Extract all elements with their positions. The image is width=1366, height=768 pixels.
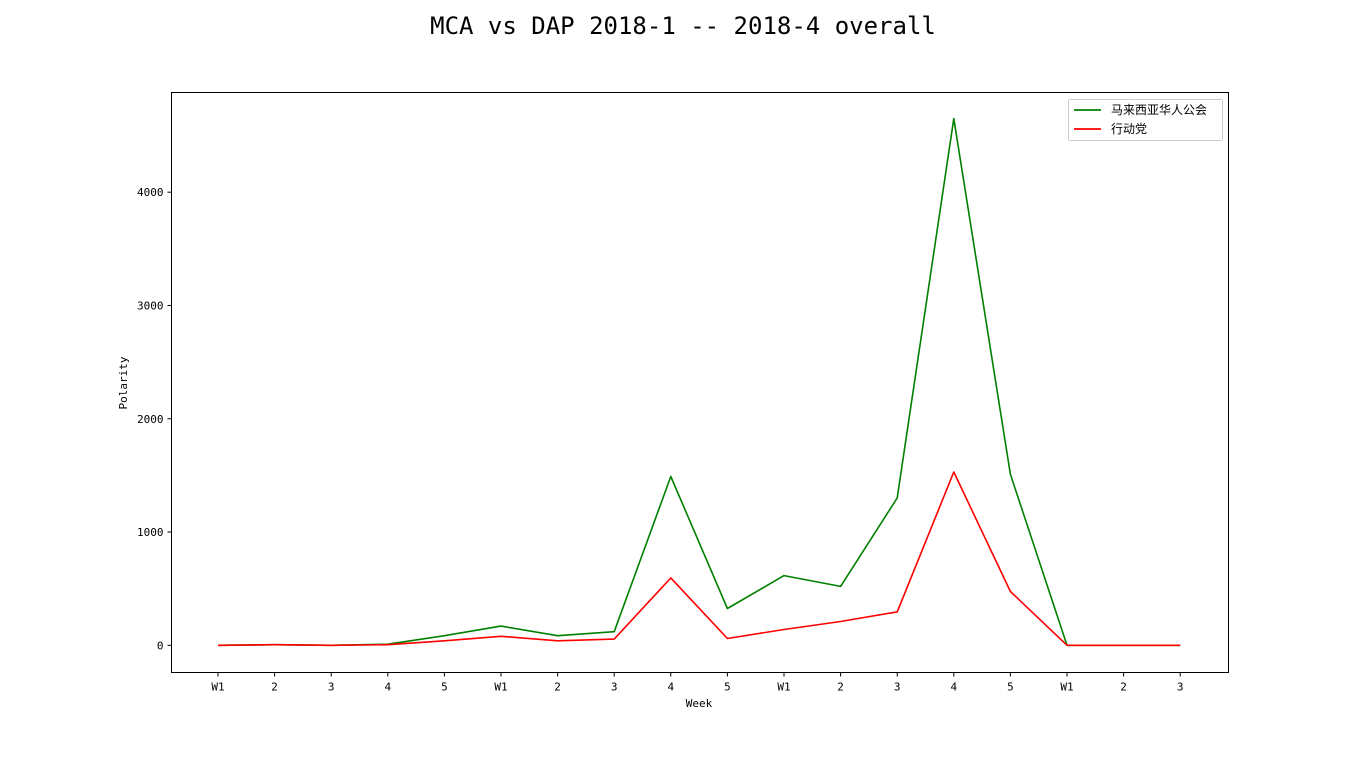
x-tick-label: 2 <box>271 681 278 694</box>
x-tick-label: 5 <box>724 681 731 694</box>
y-axis: 0 1000 2000 3000 4000 <box>137 186 172 652</box>
x-axis: W1 2 3 4 5 W1 2 3 4 5 W1 2 3 4 5 W1 2 3 <box>211 672 1184 694</box>
x-tick-label: 3 <box>1177 681 1184 694</box>
legend-box <box>1068 99 1223 141</box>
x-tick-label: 3 <box>894 681 901 694</box>
x-tick-label: 3 <box>611 681 618 694</box>
y-tick-label: 0 <box>157 639 164 652</box>
y-axis-label: Polarity <box>117 356 130 409</box>
y-tick-label: 3000 <box>137 299 164 312</box>
plot-frame <box>171 92 1229 673</box>
x-tick-label: 3 <box>328 681 335 694</box>
x-tick-label: 4 <box>950 681 957 694</box>
x-tick-label: W1 <box>494 681 507 694</box>
x-tick-label: W1 <box>777 681 790 694</box>
x-tick-label: 5 <box>441 681 448 694</box>
series-line-1 <box>217 471 1181 647</box>
x-tick-label: 4 <box>667 681 674 694</box>
y-tick-label: 2000 <box>137 413 164 426</box>
x-tick-label: W1 <box>1060 681 1073 694</box>
x-tick-label: 5 <box>1007 681 1014 694</box>
x-tick-label: 2 <box>1120 681 1127 694</box>
x-tick-label: W1 <box>211 681 224 694</box>
x-tick-label: 2 <box>554 681 561 694</box>
x-tick-label: 2 <box>837 681 844 694</box>
legend-label: 马来西亚华人公会 <box>1111 103 1207 117</box>
y-tick-label: 1000 <box>137 526 164 539</box>
plot-area <box>217 117 1181 647</box>
x-tick-label: 4 <box>384 681 391 694</box>
x-axis-label: Week <box>686 697 713 710</box>
y-tick-label: 4000 <box>137 186 164 199</box>
chart-title: MCA vs DAP 2018-1 -- 2018-4 overall <box>430 12 936 40</box>
legend-label: 行动党 <box>1111 121 1147 136</box>
